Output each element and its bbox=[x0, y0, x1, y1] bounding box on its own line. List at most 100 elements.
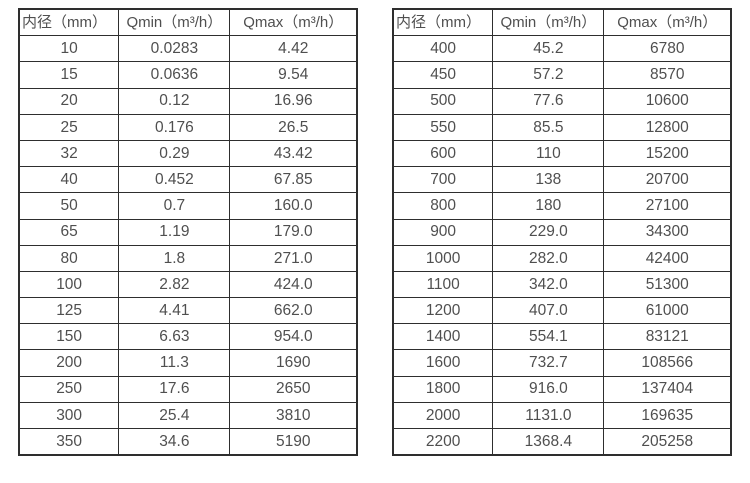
table-row: 32 0.29 43.42 bbox=[18, 139, 358, 168]
column-header-qmin: Qmin（m³/h） bbox=[492, 8, 605, 37]
cell-diameter: 20 bbox=[18, 87, 120, 115]
table-row: 15 0.0636 9.54 bbox=[18, 61, 358, 89]
cell-qmax: 83121 bbox=[603, 323, 732, 351]
cell-diameter: 450 bbox=[392, 61, 494, 89]
cell-qmax: 160.0 bbox=[229, 192, 358, 220]
cell-qmax: 42400 bbox=[603, 244, 732, 272]
cell-qmin: 11.3 bbox=[118, 349, 231, 377]
table-row: 200 11.3 1690 bbox=[18, 349, 358, 377]
cell-qmax: 205258 bbox=[603, 428, 732, 456]
cell-qmin: 4.41 bbox=[118, 297, 231, 325]
cell-qmin: 0.176 bbox=[118, 113, 231, 141]
cell-qmax: 43.42 bbox=[229, 139, 358, 168]
cell-qmin: 1131.0 bbox=[492, 401, 605, 430]
table-row: 1000 282.0 42400 bbox=[392, 244, 732, 272]
cell-qmax: 169635 bbox=[603, 401, 732, 430]
table-row: 250 17.6 2650 bbox=[18, 375, 358, 403]
cell-diameter: 1800 bbox=[392, 375, 494, 403]
cell-qmin: 25.4 bbox=[118, 401, 231, 430]
cell-qmin: 229.0 bbox=[492, 218, 605, 246]
table-row: 20 0.12 16.96 bbox=[18, 87, 358, 115]
table-row: 1100 342.0 51300 bbox=[392, 270, 732, 299]
cell-diameter: 300 bbox=[18, 401, 120, 430]
table-row: 900 229.0 34300 bbox=[392, 218, 732, 246]
cell-qmin: 407.0 bbox=[492, 297, 605, 325]
cell-qmax: 5190 bbox=[229, 428, 358, 456]
cell-qmax: 27100 bbox=[603, 192, 732, 220]
table-row: 800 180 27100 bbox=[392, 192, 732, 220]
table-row: 600 110 15200 bbox=[392, 139, 732, 168]
cell-qmin: 2.82 bbox=[118, 270, 231, 299]
table-row: 450 57.2 8570 bbox=[392, 61, 732, 89]
cell-diameter: 50 bbox=[18, 192, 120, 220]
cell-diameter: 350 bbox=[18, 428, 120, 456]
cell-diameter: 15 bbox=[18, 61, 120, 89]
cell-diameter: 1600 bbox=[392, 349, 494, 377]
cell-qmax: 8570 bbox=[603, 61, 732, 89]
cell-qmin: 138 bbox=[492, 166, 605, 194]
cell-diameter: 900 bbox=[392, 218, 494, 246]
cell-diameter: 1200 bbox=[392, 297, 494, 325]
cell-qmax: 424.0 bbox=[229, 270, 358, 299]
cell-diameter: 200 bbox=[18, 349, 120, 377]
cell-diameter: 125 bbox=[18, 297, 120, 325]
table-row: 400 45.2 6780 bbox=[392, 35, 732, 63]
cell-diameter: 40 bbox=[18, 166, 120, 194]
table-row: 1400 554.1 83121 bbox=[392, 323, 732, 351]
cell-diameter: 550 bbox=[392, 113, 494, 141]
cell-qmax: 108566 bbox=[603, 349, 732, 377]
cell-diameter: 800 bbox=[392, 192, 494, 220]
cell-qmin: 282.0 bbox=[492, 244, 605, 272]
cell-qmin: 0.452 bbox=[118, 166, 231, 194]
cell-qmax: 51300 bbox=[603, 270, 732, 299]
cell-qmin: 85.5 bbox=[492, 113, 605, 141]
table-row: 65 1.19 179.0 bbox=[18, 218, 358, 246]
cell-qmax: 1690 bbox=[229, 349, 358, 377]
cell-diameter: 600 bbox=[392, 139, 494, 168]
table-row: 500 77.6 10600 bbox=[392, 87, 732, 115]
flow-table-small-diameters: 内径（mm） Qmin（m³/h） Qmax（m³/h） 10 0.0283 4.42 15… bbox=[18, 8, 358, 457]
table-row: 1200 407.0 61000 bbox=[392, 297, 732, 325]
cell-qmax: 10600 bbox=[603, 87, 732, 115]
cell-qmax: 662.0 bbox=[229, 297, 358, 325]
cell-qmin: 0.7 bbox=[118, 192, 231, 220]
cell-qmax: 26.5 bbox=[229, 113, 358, 141]
cell-qmin: 17.6 bbox=[118, 375, 231, 403]
cell-diameter: 700 bbox=[392, 166, 494, 194]
column-header-qmax: Qmax（m³/h） bbox=[229, 8, 358, 37]
cell-diameter: 500 bbox=[392, 87, 494, 115]
table-row: 10 0.0283 4.42 bbox=[18, 35, 358, 63]
cell-qmax: 34300 bbox=[603, 218, 732, 246]
cell-qmin: 1368.4 bbox=[492, 428, 605, 456]
header-row: 内径（mm） Qmin（m³/h） Qmax（m³/h） bbox=[18, 8, 358, 37]
table-row: 2000 1131.0 169635 bbox=[392, 401, 732, 430]
flow-table-large-diameters: 内径（mm） Qmin（m³/h） Qmax（m³/h） 400 45.2 6780 450… bbox=[392, 8, 732, 457]
cell-diameter: 400 bbox=[392, 35, 494, 63]
table-row: 80 1.8 271.0 bbox=[18, 244, 358, 272]
table-row: 2200 1368.4 205258 bbox=[392, 428, 732, 456]
cell-diameter: 65 bbox=[18, 218, 120, 246]
cell-qmin: 554.1 bbox=[492, 323, 605, 351]
table-row: 150 6.63 954.0 bbox=[18, 323, 358, 351]
cell-qmin: 34.6 bbox=[118, 428, 231, 456]
table-row: 40 0.452 67.85 bbox=[18, 166, 358, 194]
cell-qmin: 1.8 bbox=[118, 244, 231, 272]
cell-qmax: 20700 bbox=[603, 166, 732, 194]
table-row: 350 34.6 5190 bbox=[18, 428, 358, 456]
cell-qmin: 0.29 bbox=[118, 139, 231, 168]
cell-qmin: 0.0636 bbox=[118, 61, 231, 89]
cell-qmax: 3810 bbox=[229, 401, 358, 430]
cell-diameter: 1000 bbox=[392, 244, 494, 272]
column-header-diameter: 内径（mm） bbox=[392, 8, 494, 37]
header-row: 内径（mm） Qmin（m³/h） Qmax（m³/h） bbox=[392, 8, 732, 37]
table-row: 1600 732.7 108566 bbox=[392, 349, 732, 377]
cell-diameter: 2000 bbox=[392, 401, 494, 430]
cell-qmax: 67.85 bbox=[229, 166, 358, 194]
cell-qmin: 180 bbox=[492, 192, 605, 220]
cell-qmin: 0.12 bbox=[118, 87, 231, 115]
cell-qmin: 916.0 bbox=[492, 375, 605, 403]
table-row: 50 0.7 160.0 bbox=[18, 192, 358, 220]
cell-qmax: 179.0 bbox=[229, 218, 358, 246]
cell-qmax: 137404 bbox=[603, 375, 732, 403]
cell-qmax: 271.0 bbox=[229, 244, 358, 272]
